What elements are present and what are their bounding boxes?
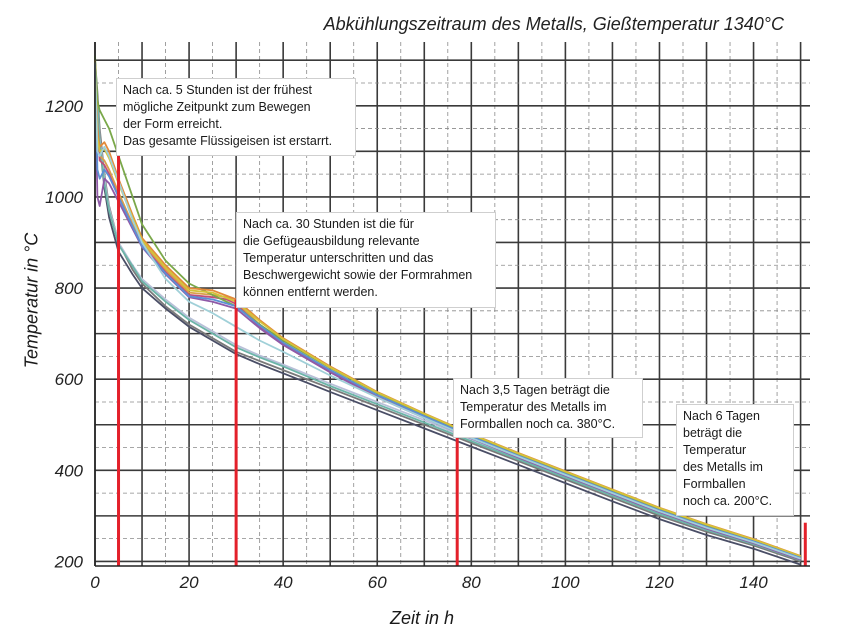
x-tick-labels: 0 20 40 60 80 100 120 140 (90, 573, 768, 592)
annotation-3-5-days: Nach 3,5 Tagen beträgt die Temperatur de… (453, 378, 643, 438)
time-markers (117, 146, 807, 566)
y-tick-label: 1000 (45, 188, 83, 207)
chart-title: Abkühlungszeitraum des Metalls, Gießtemp… (323, 14, 784, 34)
y-tick-label: 400 (55, 461, 84, 480)
x-tick-label: 0 (90, 573, 100, 592)
series-lines (94, 55, 801, 566)
y-tick-label: 1200 (45, 97, 83, 116)
annotation-line: Nach ca. 5 Stunden ist der frühest (123, 83, 312, 97)
annotation-line: Formballen (683, 477, 746, 491)
x-tick-label: 100 (551, 573, 580, 592)
annotation-5h: Nach ca. 5 Stunden ist der frühest mögli… (116, 78, 356, 156)
annotation-line: Nach 6 Tagen (683, 409, 760, 423)
x-tick-label: 60 (368, 573, 387, 592)
annotation-line: noch ca. 200°C. (683, 494, 773, 508)
y-tick-label: 800 (55, 279, 84, 298)
annotation-line: Temperatur (683, 443, 747, 457)
annotation-line: Temperatur unterschritten und das (243, 251, 434, 265)
x-tick-label: 80 (462, 573, 481, 592)
x-axis-title: Zeit in h (390, 608, 455, 628)
annotation-line: können entfernt werden. (243, 285, 378, 299)
series-line-2 (94, 69, 801, 566)
x-tick-label: 120 (645, 573, 674, 592)
annotation-6-days: Nach 6 Tagen beträgt die Temperatur des … (676, 404, 794, 516)
y-axis-title: Temperatur in °C (21, 232, 42, 369)
annotation-line: Temperatur des Metalls im (460, 400, 607, 414)
series-line-4 (94, 64, 801, 561)
axes (94, 42, 810, 567)
annotation-line: Nach ca. 30 Stunden ist die für (243, 217, 414, 231)
annotation-line: beträgt die (683, 426, 743, 440)
annotation-line: Formballen noch ca. 380°C. (460, 417, 616, 431)
x-tick-label: 40 (274, 573, 293, 592)
annotation-line: der Form erreicht. (123, 117, 223, 131)
annotation-line: die Gefügeausbildung relevante (243, 234, 420, 248)
y-tick-label: 600 (55, 370, 84, 389)
annotation-line: des Metalls im (683, 460, 763, 474)
y-tick-labels: 200 400 600 800 1000 1200 (45, 97, 83, 572)
x-tick-label: 20 (179, 573, 199, 592)
annotation-line: Das gesamte Flüssigeisen ist erstarrt. (123, 134, 333, 148)
x-tick-label: 140 (739, 573, 768, 592)
annotation-line: mögliche Zeitpunkt zum Bewegen (123, 100, 311, 114)
y-tick-label: 200 (54, 552, 84, 571)
series-line-12 (94, 62, 801, 560)
annotation-30h: Nach ca. 30 Stunden ist die für die Gefü… (236, 212, 496, 308)
annotation-line: Beschwergewicht sowie der Formrahmen (243, 268, 473, 282)
annotation-line: Nach 3,5 Tagen beträgt die (460, 383, 610, 397)
